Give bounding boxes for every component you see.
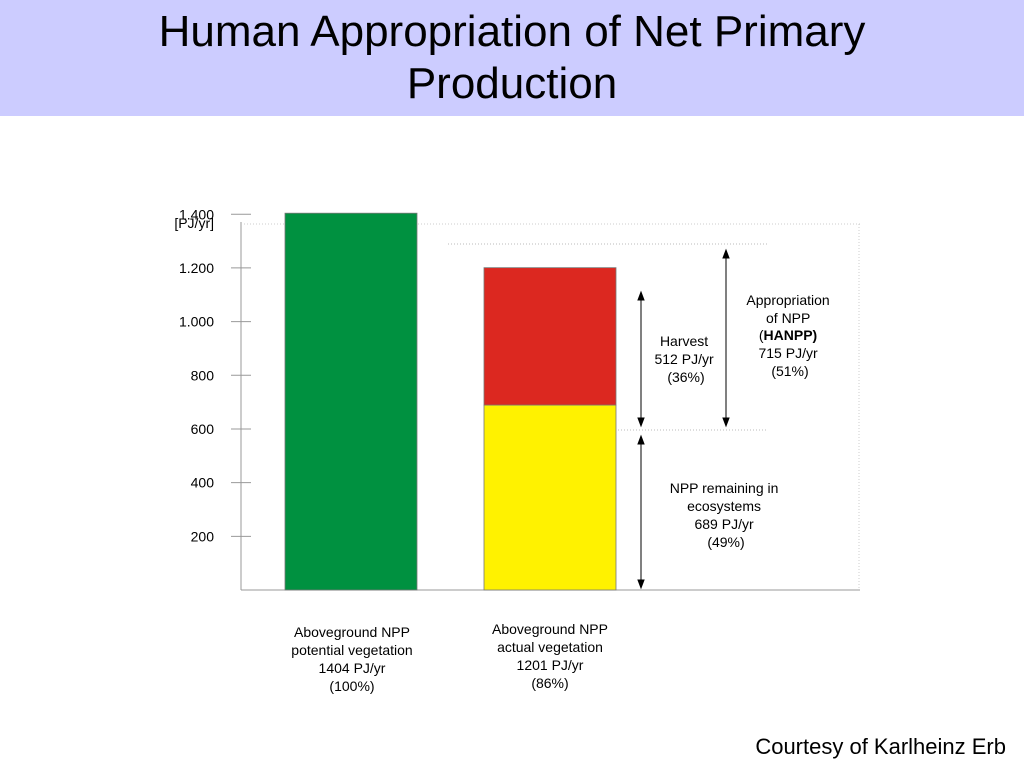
bars	[284, 212, 617, 591]
remaining-arrow-head-bottom	[637, 579, 645, 590]
hanpp-arrow-head-top	[722, 248, 730, 259]
harvest-arrow-head-top	[637, 290, 645, 301]
y-tick-label: 600	[191, 421, 215, 437]
slide-title-line-1: Human Appropriation of Net Primary	[158, 7, 866, 56]
bar-category-label: Aboveground NPP potential vegetation 1404 …	[291, 624, 412, 694]
bar-segment	[284, 212, 418, 591]
bar-category-label: Aboveground NPP actual vegetation 1201 PJ/…	[492, 621, 608, 691]
bar-segment	[483, 404, 617, 591]
y-tick-label: 200	[191, 528, 215, 544]
hanpp-arrow-head-bottom	[722, 417, 730, 428]
credit-text: Courtesy of Karlheinz Erb	[755, 734, 1006, 759]
slide-title-line-2: Production	[406, 59, 618, 108]
y-tick-label: 1.200	[179, 260, 214, 276]
y-tick-label: 800	[191, 367, 215, 383]
remaining-annotation: NPP remaining in ecosystems 689 PJ/yr (4…	[670, 480, 783, 550]
bar-segment	[483, 267, 617, 406]
harvest-annotation: Harvest 512 PJ/yr (36%)	[654, 333, 717, 385]
y-tick-label: 400	[191, 475, 215, 491]
y-axis-unit-label: [PJ/yr]	[174, 215, 214, 231]
y-axis-ticks: 200 400 600 800 1.000 1.200 1.400	[179, 206, 251, 544]
hanpp-annotation: Appropriation of NPP (HANPP) 715 PJ/yr (…	[746, 292, 833, 379]
slide-title: Human Appropriation of Net Primary Produ…	[0, 6, 1024, 110]
title-band	[0, 0, 1024, 116]
y-tick-label: 1.000	[179, 314, 214, 330]
y-tick-label: 1.400	[179, 206, 214, 222]
x-axis-labels: Aboveground NPP potential vegetation 1404 …	[291, 621, 608, 694]
remaining-arrow-head-top	[637, 434, 645, 445]
harvest-arrow-head-bottom	[637, 417, 645, 428]
